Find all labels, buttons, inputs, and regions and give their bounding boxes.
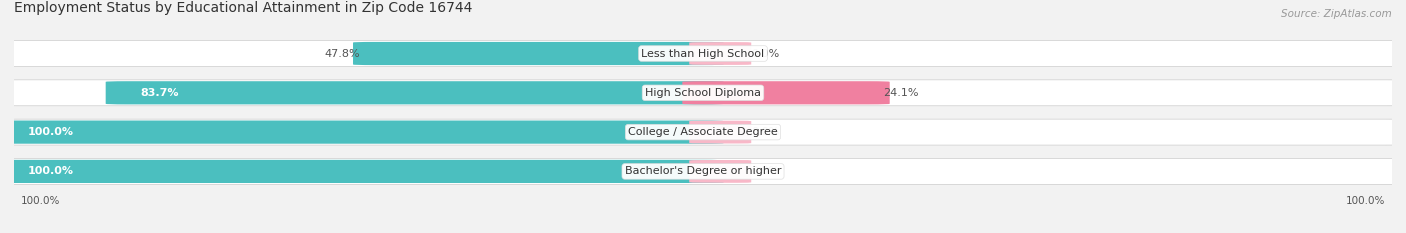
- Text: 100.0%: 100.0%: [21, 196, 60, 206]
- Text: 83.7%: 83.7%: [141, 88, 179, 98]
- FancyBboxPatch shape: [0, 41, 1406, 66]
- Text: 47.8%: 47.8%: [325, 48, 360, 58]
- FancyBboxPatch shape: [0, 160, 724, 183]
- Text: Bachelor's Degree or higher: Bachelor's Degree or higher: [624, 166, 782, 176]
- Text: High School Diploma: High School Diploma: [645, 88, 761, 98]
- FancyBboxPatch shape: [105, 81, 724, 104]
- Text: 100.0%: 100.0%: [28, 166, 75, 176]
- FancyBboxPatch shape: [0, 80, 1406, 106]
- Text: Less than High School: Less than High School: [641, 48, 765, 58]
- FancyBboxPatch shape: [689, 121, 751, 144]
- FancyBboxPatch shape: [682, 81, 890, 104]
- FancyBboxPatch shape: [353, 42, 724, 65]
- Text: College / Associate Degree: College / Associate Degree: [628, 127, 778, 137]
- Text: 0.0%: 0.0%: [751, 166, 779, 176]
- Text: 24.1%: 24.1%: [883, 88, 918, 98]
- FancyBboxPatch shape: [689, 160, 751, 183]
- FancyBboxPatch shape: [0, 158, 1406, 184]
- Text: 0.0%: 0.0%: [751, 127, 779, 137]
- FancyBboxPatch shape: [0, 119, 1406, 145]
- Text: 100.0%: 100.0%: [28, 127, 75, 137]
- Text: Employment Status by Educational Attainment in Zip Code 16744: Employment Status by Educational Attainm…: [14, 1, 472, 15]
- FancyBboxPatch shape: [0, 120, 724, 144]
- Text: 0.0%: 0.0%: [751, 48, 779, 58]
- Text: Source: ZipAtlas.com: Source: ZipAtlas.com: [1281, 9, 1392, 19]
- Text: 100.0%: 100.0%: [1346, 196, 1385, 206]
- FancyBboxPatch shape: [689, 42, 751, 65]
